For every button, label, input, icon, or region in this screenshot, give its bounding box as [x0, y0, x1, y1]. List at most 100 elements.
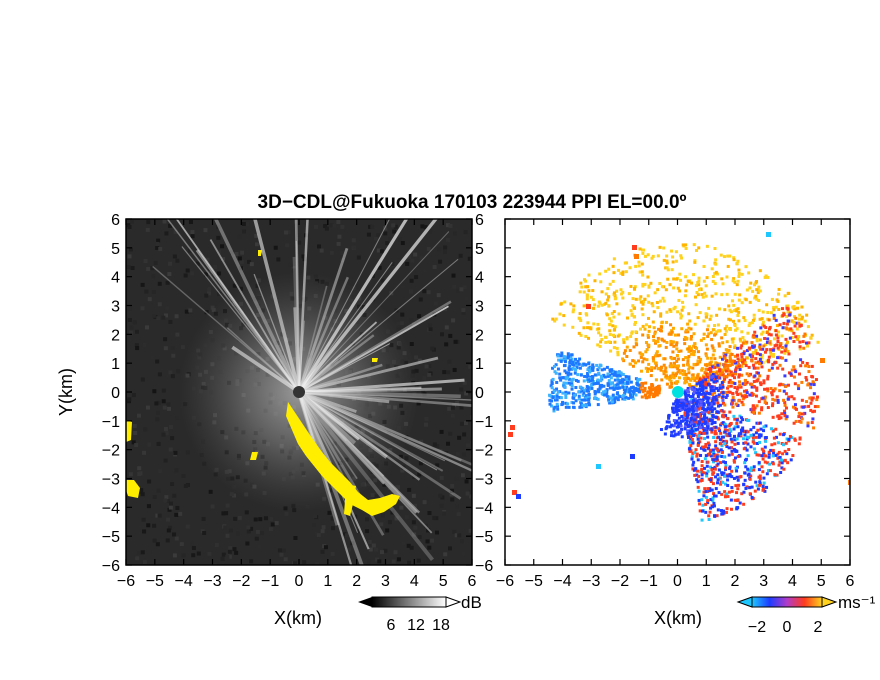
noise-speck [387, 533, 392, 538]
velocity-point [591, 363, 595, 367]
velocity-point [713, 366, 717, 370]
noise-speck [135, 329, 140, 334]
noise-speck [270, 522, 275, 527]
noise-speck [135, 346, 140, 351]
velocity-point [766, 232, 771, 237]
velocity-point [613, 340, 617, 344]
velocity-point [587, 326, 591, 330]
velocity-point [702, 419, 706, 423]
velocity-point [607, 395, 611, 399]
velocity-point [587, 398, 591, 402]
velocity-point [719, 482, 723, 486]
velocity-point [695, 473, 699, 477]
velocity-point [785, 327, 789, 331]
noise-speck [380, 550, 385, 555]
velocity-point [770, 297, 774, 301]
velocity-point [753, 374, 757, 378]
velocity-point [740, 394, 744, 398]
velocity-point [762, 344, 766, 348]
noise-speck [217, 271, 222, 276]
velocity-point [789, 372, 793, 376]
velocity-point [810, 398, 814, 402]
velocity-point [782, 321, 786, 325]
noise-speck [370, 493, 375, 498]
velocity-point [745, 394, 749, 398]
velocity-point [715, 464, 719, 468]
noise-speck [168, 319, 173, 324]
velocity-point [717, 404, 721, 408]
velocity-point [689, 395, 693, 399]
y-tick-label: 1 [111, 356, 120, 373]
noise-speck [434, 516, 439, 521]
velocity-point [634, 361, 638, 365]
velocity-point [812, 383, 816, 387]
velocity-point [686, 429, 690, 433]
velocity-point [643, 386, 647, 390]
velocity-point [670, 249, 674, 253]
velocity-point [730, 337, 734, 341]
velocity-point [704, 420, 708, 424]
velocity-point [729, 498, 733, 502]
velocity-point [587, 336, 591, 340]
velocity-point [757, 433, 761, 437]
velocity-point [684, 246, 688, 250]
velocity-point [677, 376, 681, 380]
velocity-point [574, 378, 578, 382]
noise-speck [443, 552, 448, 557]
velocity-point [735, 469, 739, 473]
velocity-point [573, 393, 577, 397]
velocity-point [727, 369, 731, 373]
velocity-point [715, 514, 719, 518]
velocity-point [709, 454, 713, 458]
noise-speck [213, 264, 218, 269]
velocity-point [599, 333, 603, 337]
velocity-point [748, 286, 752, 290]
velocity-point [686, 387, 690, 391]
y-tick-label: 0 [111, 385, 120, 402]
velocity-point [700, 368, 704, 372]
velocity-point [792, 315, 796, 319]
noise-speck [407, 487, 412, 492]
velocity-point [662, 299, 666, 303]
velocity-point [684, 330, 688, 334]
velocity-point [672, 277, 676, 281]
noise-speck [445, 223, 450, 228]
noise-speck [240, 250, 245, 255]
velocity-point [750, 341, 754, 345]
velocity-point [688, 365, 692, 369]
velocity-point [750, 393, 754, 397]
noise-speck [422, 289, 427, 294]
velocity-point [789, 373, 793, 377]
velocity-point [717, 329, 721, 333]
velocity-point [701, 398, 705, 402]
noise-speck [127, 397, 132, 402]
velocity-point [746, 467, 750, 471]
velocity-point [649, 281, 653, 285]
velocity-point [677, 416, 681, 420]
velocity-point [761, 310, 765, 314]
velocity-point [784, 347, 788, 351]
velocity-point [688, 429, 692, 433]
velocity-point [656, 336, 660, 340]
velocity-point [741, 336, 745, 340]
velocity-point [590, 383, 594, 387]
velocity-point [659, 428, 663, 432]
velocity-point [753, 330, 757, 334]
velocity-point [570, 400, 574, 404]
velocity-point [706, 356, 710, 360]
velocity-point [803, 411, 807, 415]
noise-speck [166, 528, 171, 533]
velocity-point [723, 403, 727, 407]
velocity-point [706, 469, 710, 473]
velocity-point [727, 348, 731, 352]
noise-speck [411, 322, 416, 327]
noise-speck [131, 440, 136, 445]
echo-patch-southeast [344, 484, 356, 516]
velocity-point [777, 450, 781, 454]
velocity-point [681, 358, 685, 362]
noise-speck [463, 230, 468, 235]
velocity-point [549, 404, 553, 408]
noise-speck [390, 510, 395, 515]
velocity-point [692, 391, 696, 395]
velocity-point [815, 398, 819, 402]
